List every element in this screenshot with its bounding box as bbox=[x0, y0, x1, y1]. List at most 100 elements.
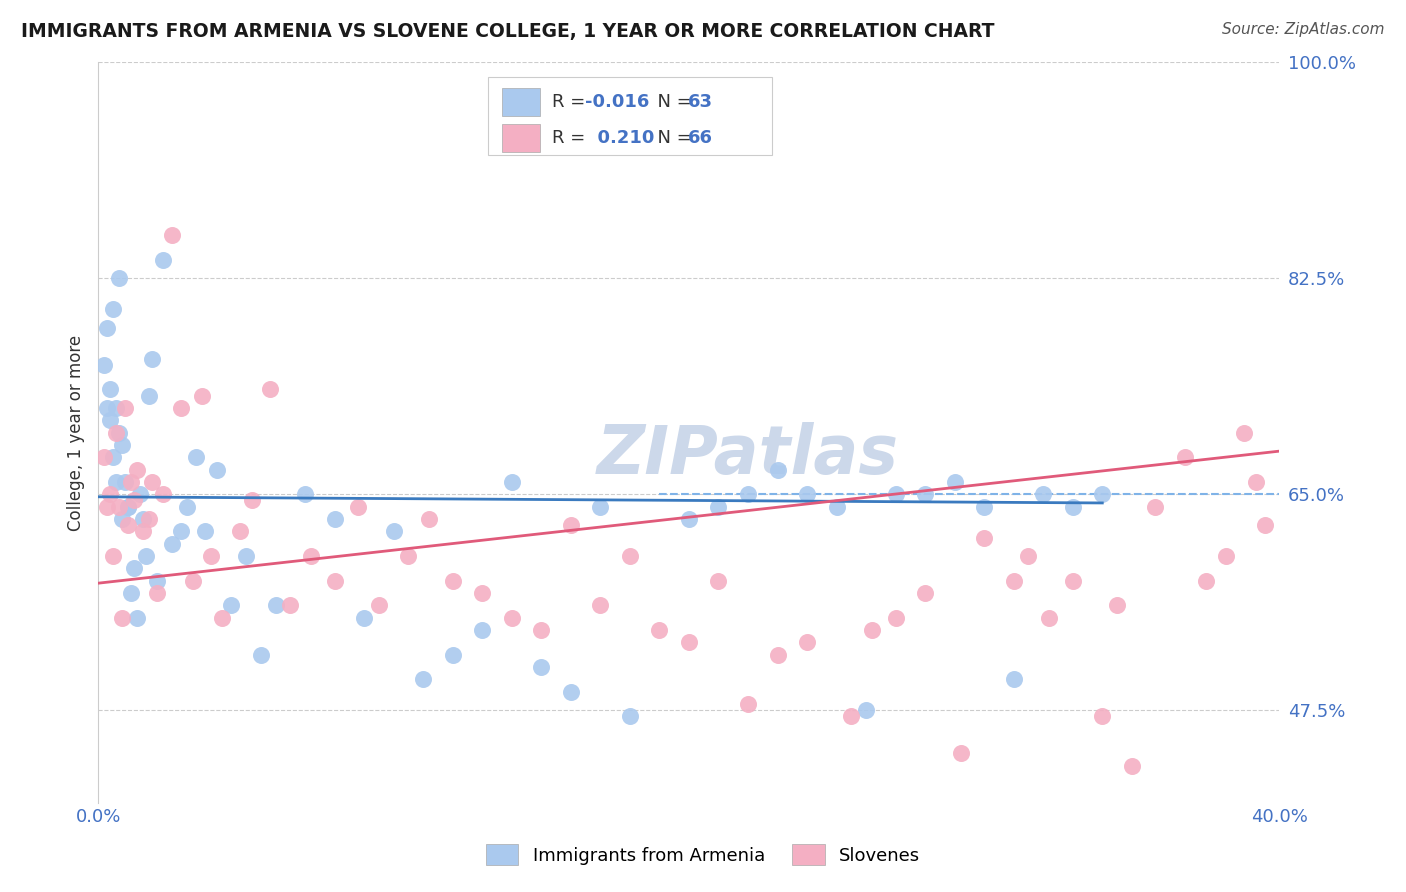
Point bbox=[108, 500, 131, 514]
Point bbox=[678, 512, 700, 526]
Point bbox=[299, 549, 322, 563]
Point bbox=[122, 561, 145, 575]
Point bbox=[943, 475, 966, 489]
Point bbox=[141, 475, 163, 489]
Text: -0.016: -0.016 bbox=[585, 93, 650, 112]
Point bbox=[441, 574, 464, 588]
Point bbox=[589, 599, 612, 613]
Point bbox=[93, 358, 115, 372]
Point bbox=[1018, 549, 1040, 563]
Point bbox=[1091, 487, 1114, 501]
Point bbox=[240, 493, 263, 508]
Point bbox=[181, 574, 204, 588]
Point bbox=[1254, 518, 1277, 533]
Point bbox=[120, 586, 142, 600]
Point bbox=[418, 512, 440, 526]
Point bbox=[678, 635, 700, 649]
Point bbox=[132, 512, 155, 526]
Point bbox=[114, 475, 136, 489]
Point bbox=[560, 685, 582, 699]
Point bbox=[1174, 450, 1197, 465]
Point bbox=[125, 610, 148, 624]
Text: N =: N = bbox=[647, 128, 697, 147]
Point bbox=[170, 401, 193, 415]
Point bbox=[560, 518, 582, 533]
Point bbox=[111, 512, 134, 526]
Point bbox=[250, 648, 273, 662]
Point bbox=[398, 549, 420, 563]
Point bbox=[98, 487, 121, 501]
Point bbox=[796, 487, 818, 501]
Point bbox=[114, 401, 136, 415]
Point bbox=[1038, 610, 1060, 624]
Point bbox=[93, 450, 115, 465]
Point bbox=[162, 537, 183, 551]
Point bbox=[707, 500, 730, 514]
Text: N =: N = bbox=[647, 93, 697, 112]
Point bbox=[162, 228, 183, 243]
Text: R =: R = bbox=[553, 128, 591, 147]
Point bbox=[619, 709, 641, 723]
Point bbox=[191, 389, 214, 403]
Point bbox=[132, 524, 155, 539]
Text: 66: 66 bbox=[688, 128, 713, 147]
Point bbox=[120, 475, 142, 489]
Point bbox=[117, 500, 139, 514]
Point bbox=[1091, 709, 1114, 723]
Point bbox=[152, 252, 174, 267]
Point bbox=[259, 383, 281, 397]
Point bbox=[855, 703, 877, 717]
Point bbox=[1215, 549, 1237, 563]
Point bbox=[194, 524, 217, 539]
Point bbox=[146, 586, 169, 600]
Point bbox=[1032, 487, 1054, 501]
Point bbox=[1062, 500, 1084, 514]
Point bbox=[914, 586, 936, 600]
Point bbox=[294, 487, 316, 501]
Point bbox=[128, 487, 150, 501]
Point bbox=[825, 500, 848, 514]
Point bbox=[96, 320, 118, 334]
Point bbox=[98, 413, 121, 427]
Point bbox=[973, 500, 995, 514]
Point bbox=[235, 549, 257, 563]
FancyBboxPatch shape bbox=[502, 124, 540, 152]
Point bbox=[117, 518, 139, 533]
Point bbox=[766, 648, 789, 662]
Point bbox=[1233, 425, 1256, 440]
Point bbox=[111, 610, 134, 624]
Text: 63: 63 bbox=[688, 93, 713, 112]
Point bbox=[103, 549, 125, 563]
Text: IMMIGRANTS FROM ARMENIA VS SLOVENE COLLEGE, 1 YEAR OR MORE CORRELATION CHART: IMMIGRANTS FROM ARMENIA VS SLOVENE COLLE… bbox=[21, 22, 994, 41]
Point bbox=[103, 302, 125, 317]
Point bbox=[648, 623, 671, 637]
Point bbox=[323, 512, 346, 526]
Point bbox=[280, 599, 302, 613]
FancyBboxPatch shape bbox=[502, 88, 540, 116]
Y-axis label: College, 1 year or more: College, 1 year or more bbox=[66, 334, 84, 531]
Point bbox=[441, 648, 464, 662]
Point bbox=[184, 450, 207, 465]
Point bbox=[1002, 673, 1025, 687]
Point bbox=[105, 475, 128, 489]
Point bbox=[796, 635, 818, 649]
Point bbox=[501, 610, 523, 624]
Point bbox=[96, 500, 118, 514]
Point bbox=[589, 500, 612, 514]
Point bbox=[412, 673, 434, 687]
Point bbox=[98, 383, 121, 397]
Point bbox=[96, 401, 118, 415]
Point bbox=[1144, 500, 1167, 514]
Point bbox=[884, 487, 907, 501]
Point bbox=[1107, 599, 1129, 613]
Point bbox=[707, 574, 730, 588]
Point bbox=[221, 599, 243, 613]
Point bbox=[530, 660, 553, 674]
Point bbox=[353, 610, 375, 624]
Point bbox=[973, 531, 995, 545]
Point bbox=[103, 450, 125, 465]
Point bbox=[152, 487, 174, 501]
Point bbox=[205, 462, 228, 476]
Point bbox=[170, 524, 193, 539]
Point bbox=[122, 493, 145, 508]
